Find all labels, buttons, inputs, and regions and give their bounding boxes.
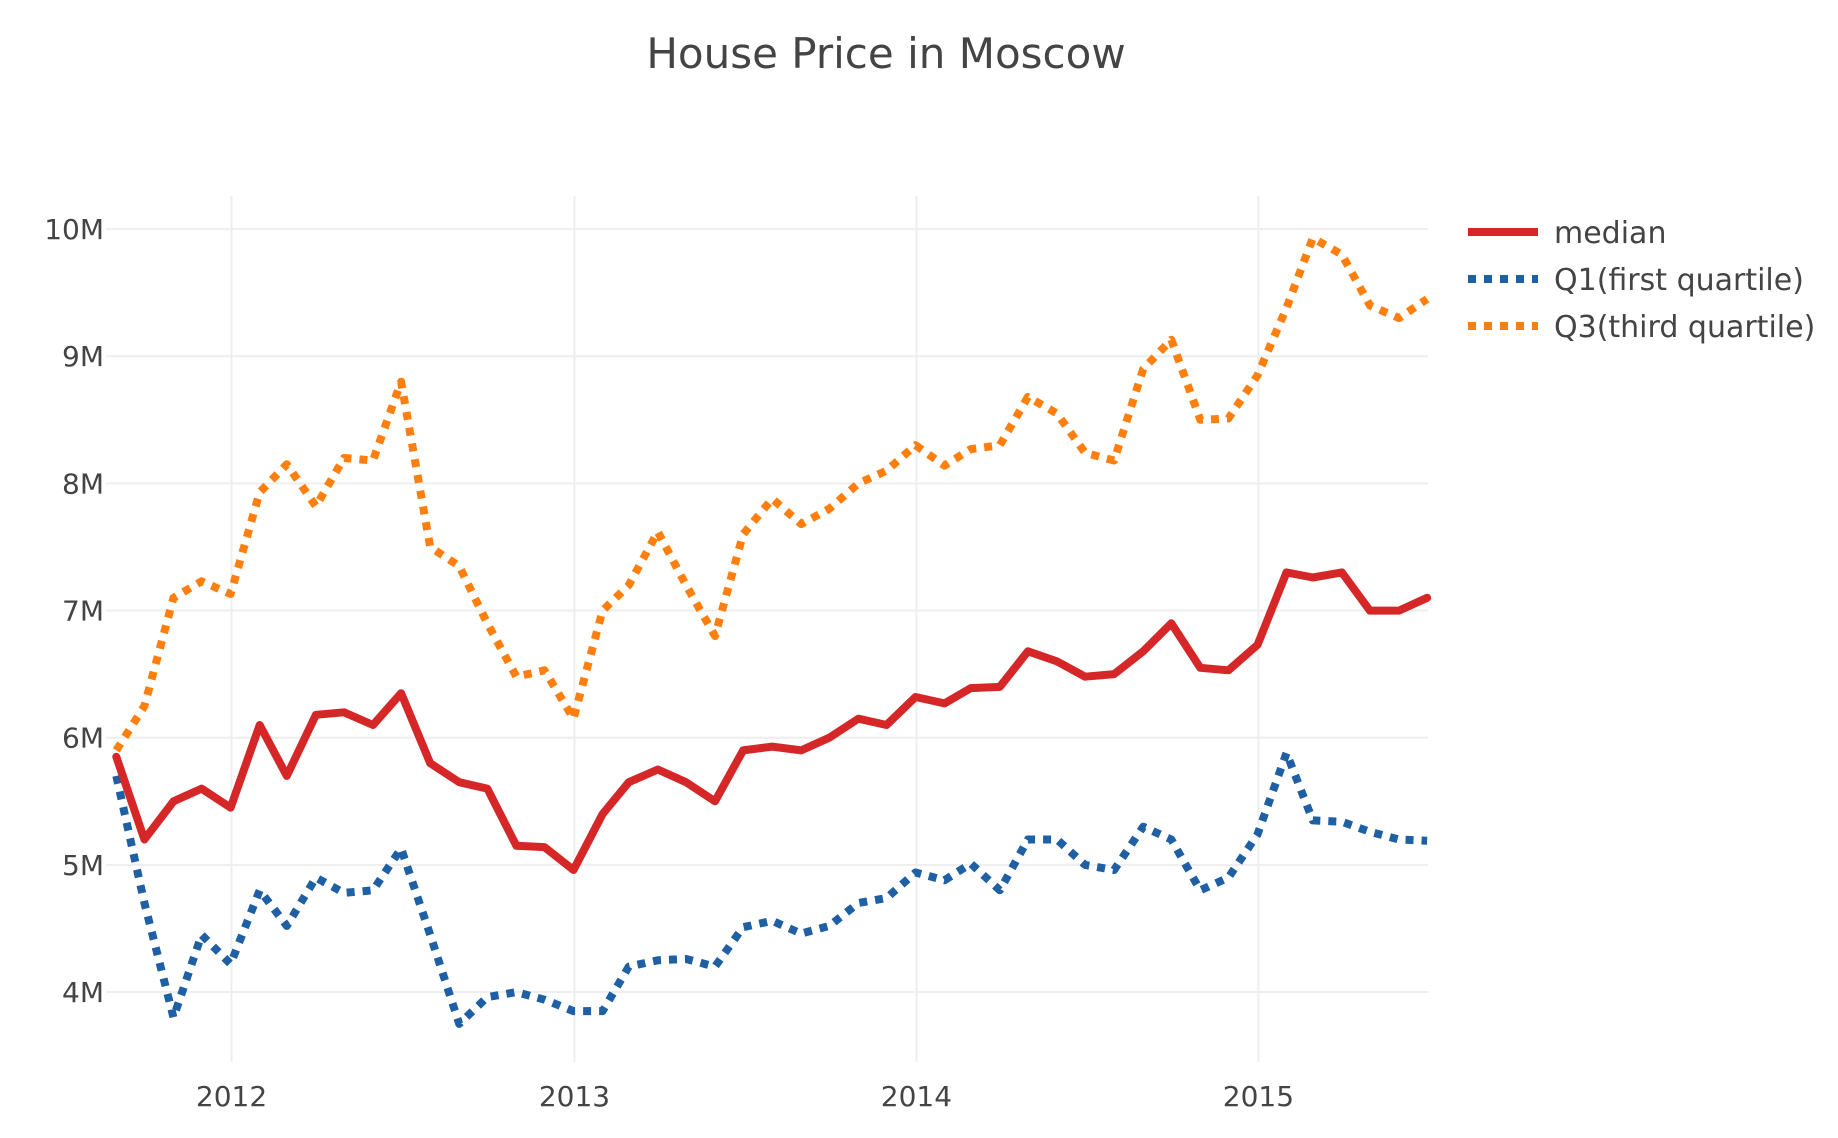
y-tick-label: 8M bbox=[62, 467, 104, 500]
y-tick-label: 5M bbox=[62, 849, 104, 882]
y-axis-tick-labels: 4M 5M 6M 7M 8M 9M 10M bbox=[44, 213, 104, 1009]
legend-label-0: median bbox=[1554, 216, 1666, 251]
x-tick-label: 2014 bbox=[881, 1080, 952, 1113]
legend-label-1: Q1(first quartile) bbox=[1554, 263, 1804, 298]
series-layer bbox=[112, 234, 1432, 1028]
x-axis-tick-labels: 2012 2013 2014 2015 bbox=[196, 1080, 1294, 1113]
series-line-0 bbox=[112, 568, 1432, 874]
x-gridlines bbox=[230, 196, 1260, 1062]
legend-label-2: Q3(third quartile) bbox=[1554, 310, 1815, 345]
x-tick-label: 2012 bbox=[196, 1080, 267, 1113]
y-gridlines bbox=[106, 228, 1428, 994]
y-tick-label: 10M bbox=[44, 213, 104, 246]
y-tick-label: 4M bbox=[62, 976, 104, 1009]
y-tick-label: 7M bbox=[62, 595, 104, 628]
y-tick-label: 6M bbox=[62, 722, 104, 755]
x-tick-label: 2013 bbox=[539, 1080, 610, 1113]
chart-title: House Price in Moscow bbox=[646, 29, 1125, 78]
x-tick-label: 2015 bbox=[1223, 1080, 1294, 1113]
legend: median Q1(first quartile) Q3(third quartil… bbox=[1468, 216, 1815, 345]
y-tick-label: 9M bbox=[62, 340, 104, 373]
series-line-1 bbox=[112, 749, 1428, 1028]
